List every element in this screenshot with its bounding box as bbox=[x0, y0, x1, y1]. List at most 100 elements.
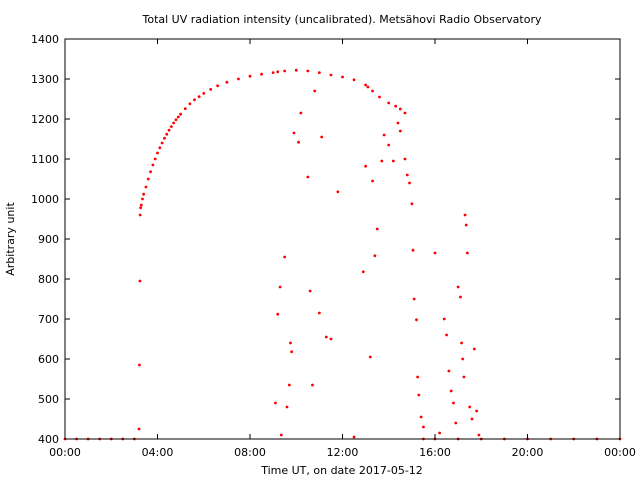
y-tick-label: 900 bbox=[38, 233, 59, 246]
data-point bbox=[179, 112, 183, 116]
data-point bbox=[433, 251, 437, 255]
data-point bbox=[408, 181, 411, 185]
data-point bbox=[454, 421, 458, 425]
data-point bbox=[317, 71, 321, 74]
data-point bbox=[289, 341, 292, 345]
data-point bbox=[438, 431, 442, 435]
x-tick-label: 00:00 bbox=[604, 446, 636, 459]
x-tick-label: 04:00 bbox=[142, 446, 174, 459]
x-tick-label: 16:00 bbox=[419, 446, 451, 459]
data-point bbox=[183, 107, 187, 110]
data-point bbox=[188, 102, 192, 106]
data-point bbox=[394, 104, 398, 108]
data-point bbox=[292, 131, 296, 135]
data-point bbox=[174, 118, 178, 122]
data-point bbox=[311, 383, 314, 387]
data-point bbox=[139, 203, 143, 207]
data-point bbox=[144, 185, 148, 189]
data-point bbox=[274, 401, 277, 405]
data-point bbox=[398, 129, 402, 133]
data-point bbox=[456, 285, 460, 289]
data-point bbox=[137, 427, 141, 431]
y-tick-label: 1100 bbox=[31, 153, 59, 166]
data-point bbox=[167, 128, 171, 132]
data-point bbox=[366, 85, 370, 89]
y-tick-label: 1000 bbox=[31, 193, 59, 206]
y-tick-label: 1200 bbox=[31, 113, 59, 126]
data-point bbox=[151, 163, 155, 167]
x-tick-label: 12:00 bbox=[327, 446, 359, 459]
data-point bbox=[237, 77, 240, 81]
y-tick-label: 800 bbox=[38, 273, 59, 286]
plot-frame bbox=[64, 38, 621, 440]
data-point bbox=[403, 111, 407, 115]
data-point bbox=[460, 341, 463, 345]
y-tick-label: 1300 bbox=[31, 73, 59, 86]
data-point bbox=[209, 88, 213, 91]
data-point bbox=[405, 173, 409, 177]
x-axis-ticks: 00:00 04:00 08:00 12:00 16:00 20:00 00:00 bbox=[49, 39, 636, 459]
data-point bbox=[447, 369, 451, 373]
chart-title: Total UV radiation intensity (uncalibrat… bbox=[142, 13, 542, 26]
y-tick-label: 600 bbox=[38, 353, 59, 366]
data-point bbox=[373, 254, 377, 258]
data-point bbox=[139, 206, 143, 210]
data-point bbox=[477, 433, 481, 437]
data-point bbox=[172, 121, 176, 125]
data-point bbox=[417, 393, 421, 397]
data-point bbox=[419, 415, 423, 419]
data-point bbox=[202, 92, 206, 95]
y-axis-ticks: 400 500 600 700 800 900 1000 1100 1200 1300 1400 bbox=[31, 33, 620, 446]
data-point bbox=[149, 170, 152, 174]
data-point bbox=[146, 177, 150, 181]
y-tick-label: 400 bbox=[38, 433, 59, 446]
data-point bbox=[382, 133, 386, 137]
data-point bbox=[278, 285, 282, 289]
data-point bbox=[153, 157, 157, 161]
data-point bbox=[387, 143, 391, 147]
data-point bbox=[396, 121, 400, 125]
data-point bbox=[287, 383, 291, 387]
data-point bbox=[216, 84, 220, 88]
data-point bbox=[160, 141, 164, 145]
data-point bbox=[138, 279, 142, 283]
data-point bbox=[276, 70, 280, 74]
data-point bbox=[279, 433, 283, 437]
data-point bbox=[141, 197, 144, 201]
data-point bbox=[138, 213, 142, 217]
data-point bbox=[163, 136, 166, 140]
data-point bbox=[412, 297, 416, 301]
data-point bbox=[283, 69, 287, 73]
data-point bbox=[461, 357, 465, 361]
data-point bbox=[248, 74, 252, 78]
data-point bbox=[445, 333, 448, 337]
y-tick-label: 1400 bbox=[31, 33, 59, 46]
data-point bbox=[411, 248, 415, 252]
data-point bbox=[306, 69, 310, 73]
data-point bbox=[299, 111, 303, 115]
data-point bbox=[470, 417, 474, 421]
data-point bbox=[449, 389, 453, 393]
data-point bbox=[364, 164, 368, 168]
data-point bbox=[294, 68, 298, 72]
data-point bbox=[158, 146, 162, 150]
x-axis-label: Time UT, on date 2017-05-12 bbox=[260, 464, 423, 477]
data-point bbox=[324, 335, 328, 339]
data-point bbox=[317, 311, 321, 315]
data-point bbox=[462, 375, 466, 379]
y-tick-label: 500 bbox=[38, 393, 59, 406]
data-point bbox=[138, 363, 141, 367]
data-point bbox=[306, 175, 310, 179]
data-point bbox=[329, 73, 333, 77]
data-point bbox=[442, 317, 446, 321]
data-point bbox=[465, 251, 469, 255]
x-tick-label: 00:00 bbox=[49, 446, 81, 459]
data-point bbox=[142, 192, 146, 196]
data-point bbox=[283, 255, 287, 259]
data-point bbox=[475, 409, 479, 413]
x-tick-label: 20:00 bbox=[512, 446, 544, 459]
data-point bbox=[410, 202, 414, 206]
data-point bbox=[452, 401, 455, 405]
data-point bbox=[468, 405, 472, 409]
